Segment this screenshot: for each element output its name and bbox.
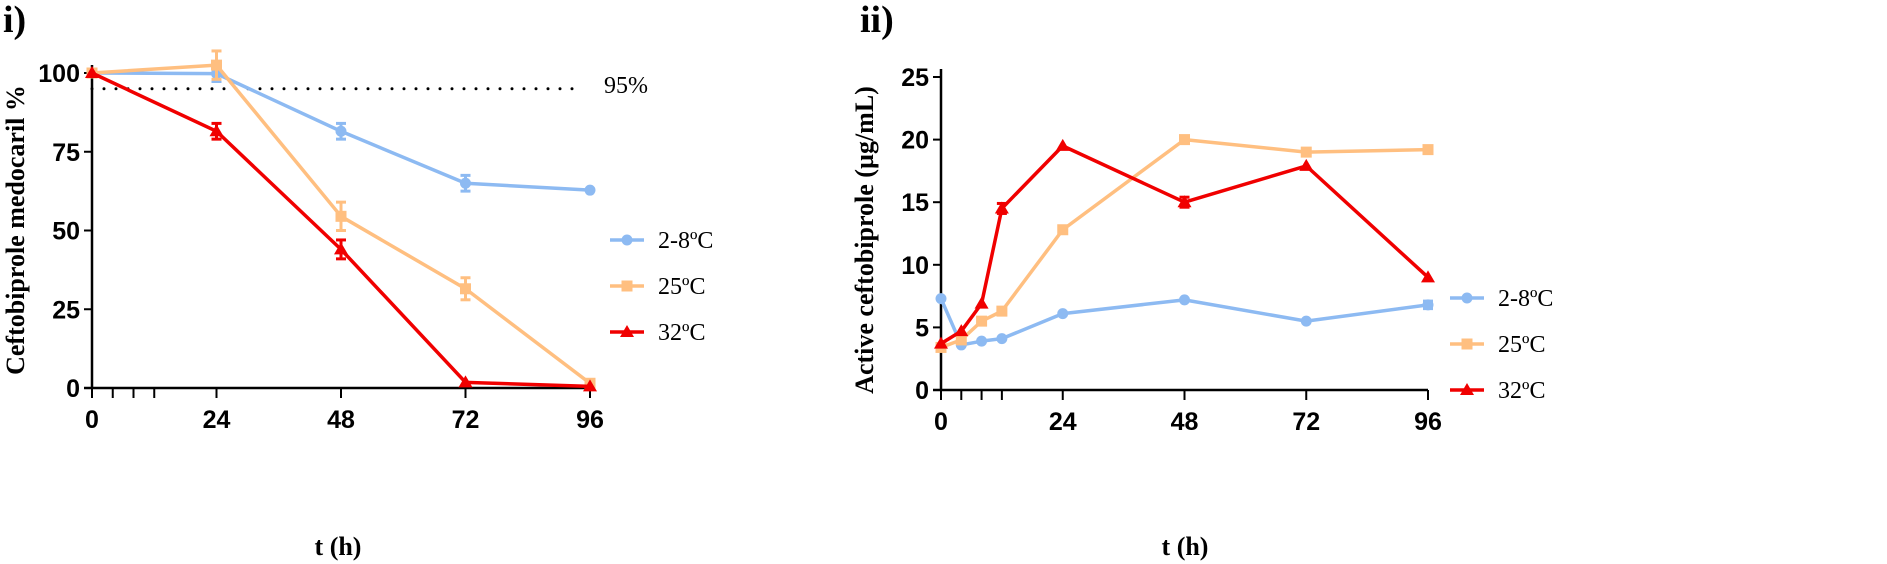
- marks-i: [85, 49, 597, 392]
- data-point: [1179, 294, 1190, 306]
- data-point: [994, 201, 1009, 214]
- x-axis-title-i: t (h): [315, 532, 362, 561]
- series-25ºC: [935, 134, 1434, 353]
- data-point: [211, 59, 222, 71]
- data-point: [955, 334, 967, 346]
- series-32ºC: [934, 138, 1435, 349]
- panel-label-ii: ii): [860, 0, 894, 41]
- legend-ii: 2-8ºC 25ºC 32ºC: [1450, 286, 1553, 404]
- legend-label: 25ºC: [658, 274, 705, 300]
- data-point: [1300, 315, 1312, 327]
- series-25ºC: [86, 49, 596, 389]
- legend-swatch-marker: [1460, 383, 1474, 395]
- legend-swatch-marker: [620, 325, 634, 337]
- y-tick-label: 0: [915, 377, 929, 405]
- legend-swatch-marker: [621, 280, 633, 292]
- legend-item: 2-8ºC: [1450, 286, 1553, 312]
- x-tick-label: 96: [576, 406, 604, 434]
- data-point: [996, 333, 1008, 345]
- x-tick-label: 0: [934, 408, 948, 436]
- y-tick-label: 5: [915, 314, 929, 342]
- x-tick-label: 72: [1292, 408, 1320, 436]
- data-point: [584, 184, 596, 196]
- data-point: [1057, 308, 1069, 320]
- axes-i: 0 25 50 75 100 0 24 48 72 96: [38, 60, 604, 434]
- data-point: [934, 336, 948, 349]
- series-line: [939, 297, 1429, 347]
- data-point: [974, 296, 989, 309]
- data-point: [976, 335, 988, 347]
- data-point: [1421, 270, 1435, 283]
- x-axis-title-ii: t (h): [1162, 532, 1209, 561]
- legend-label: 2-8ºC: [1498, 286, 1553, 312]
- data-point: [935, 293, 947, 305]
- data-point: [976, 315, 988, 327]
- x-tick-label: 96: [1414, 408, 1442, 436]
- legend-swatch-marker: [1461, 338, 1473, 350]
- data-point: [1057, 224, 1069, 236]
- data-point: [458, 375, 473, 388]
- x-tick-label: 48: [1171, 408, 1199, 436]
- data-point: [1299, 158, 1314, 171]
- panel-label-i: i): [3, 0, 26, 41]
- legend-swatch-marker: [621, 234, 633, 246]
- data-point: [1300, 146, 1312, 158]
- y-axis-title-i: Ceftobiprole medocaril %: [1, 85, 30, 375]
- series-line: [940, 144, 1430, 346]
- y-tick-label: 0: [66, 375, 80, 403]
- y-tick-label: 100: [38, 60, 80, 88]
- data-point: [460, 283, 471, 295]
- series-32ºC: [85, 66, 597, 392]
- data-point: [1055, 138, 1070, 151]
- y-tick-label: 15: [901, 189, 929, 217]
- legend-item: 25ºC: [610, 274, 705, 300]
- legend-item: 2-8ºC: [610, 228, 713, 254]
- data-point: [583, 379, 597, 392]
- legend-item: 32ºC: [610, 320, 705, 346]
- data-point: [1422, 299, 1434, 311]
- series-2-8ºC: [86, 64, 596, 196]
- data-point: [335, 210, 347, 222]
- legend-label: 32ºC: [1498, 378, 1545, 404]
- data-point: [334, 242, 348, 255]
- legend-item: 25ºC: [1450, 332, 1545, 358]
- y-tick-label: 25: [901, 64, 929, 92]
- axes-ii: 0 5 10 15 20 25 0 24 48 72 96: [901, 64, 1442, 436]
- legend-label: 32ºC: [658, 320, 705, 346]
- y-tick-label: 10: [901, 252, 929, 280]
- legend-swatch-marker: [1461, 292, 1473, 304]
- y-tick-label: 75: [52, 139, 80, 167]
- data-point: [996, 305, 1008, 317]
- data-point: [335, 125, 347, 137]
- x-tick-label: 48: [327, 406, 355, 434]
- y-tick-label: 50: [52, 218, 80, 246]
- marks-ii: [934, 134, 1435, 353]
- data-point: [1177, 195, 1192, 208]
- legend-label: 25ºC: [1498, 332, 1545, 358]
- data-point: [1179, 134, 1190, 146]
- panel-ii: ii) 0 5 10 15 20 25 0 24 48 72 96 2-8ºC 25ºC 32ºC t …: [850, 0, 1553, 561]
- legend-item: 32ºC: [1450, 378, 1545, 404]
- panel-i: i) 0 25 50 75 100 0 24 48 72 96 2-8ºC 25ºC 32ºC t (…: [1, 0, 713, 561]
- y-tick-label: 25: [52, 296, 80, 324]
- data-point: [1422, 144, 1434, 156]
- y-tick-label: 20: [901, 127, 929, 155]
- x-tick-label: 24: [203, 406, 231, 434]
- legend-label: 2-8ºC: [658, 228, 713, 254]
- y-axis-title-ii: Active ceftobiprole (µg/mL): [850, 86, 879, 394]
- data-point: [460, 177, 471, 189]
- reference-label-95: 95%: [604, 73, 648, 99]
- data-point: [85, 66, 99, 78]
- data-point: [209, 124, 224, 137]
- legend-i: 2-8ºC 25ºC 32ºC: [610, 228, 713, 346]
- x-tick-label: 72: [452, 406, 480, 434]
- x-tick-label: 0: [85, 406, 99, 434]
- x-tick-label: 24: [1049, 408, 1077, 436]
- data-point: [954, 324, 969, 337]
